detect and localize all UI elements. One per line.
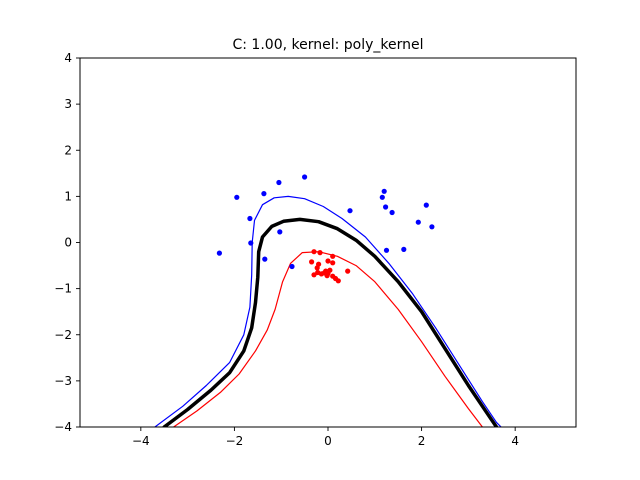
y-tick-label: 3: [64, 97, 72, 111]
red-data-point: [309, 259, 315, 265]
x-tick-label: 0: [324, 434, 332, 448]
blue-data-point: [429, 224, 435, 230]
blue-data-point: [247, 215, 253, 222]
decision-contours: [154, 195, 502, 427]
blue-data-point: [383, 204, 389, 210]
x-tick-label: −2: [226, 434, 244, 448]
y-tick-label: 4: [64, 51, 72, 65]
red-data-point: [321, 270, 327, 276]
y-tick-label: −1: [54, 282, 72, 296]
red-data-point: [311, 272, 317, 278]
y-tick-label: 0: [64, 236, 72, 250]
decision-boundary-line: [162, 217, 499, 427]
blue-data-point: [262, 256, 268, 262]
blue-data-point: [234, 194, 240, 200]
blue-data-point: [302, 174, 308, 180]
upper-margin-line: [154, 195, 502, 427]
x-tick-label: 2: [418, 434, 426, 448]
blue-data-point: [415, 219, 421, 225]
red-data-point: [327, 267, 333, 273]
blue-data-point: [379, 194, 385, 200]
y-tick-label: 1: [64, 189, 72, 203]
x-tick-label: 4: [511, 434, 519, 448]
red-data-point: [330, 260, 336, 266]
axis-ticks: −4 −2 0 2 4 −4 −3 −2 −1 0 1 2 3 4: [54, 51, 519, 448]
blue-data-point: [277, 229, 283, 235]
red-data-point: [314, 265, 320, 271]
blue-data-point: [216, 250, 222, 256]
chart-title: C: 1.00, kernel: poly_kernel: [232, 37, 423, 53]
blue-data-point: [389, 209, 395, 216]
blue-data-point: [423, 202, 429, 208]
x-tick-label: −4: [132, 434, 150, 448]
blue-data-point: [261, 191, 267, 197]
red-data-point: [317, 250, 323, 256]
red-data-point: [311, 249, 317, 255]
lower-margin-line: [173, 251, 483, 427]
y-tick-label: −4: [54, 420, 72, 434]
blue-data-point: [347, 208, 353, 214]
blue-data-point: [289, 263, 295, 270]
y-tick-label: −2: [54, 328, 72, 342]
blue-data-point: [248, 240, 254, 246]
y-tick-label: −3: [54, 374, 72, 388]
red-data-point: [325, 258, 331, 264]
blue-data-point: [383, 247, 390, 253]
red-data-point: [345, 268, 351, 274]
blue-data-point: [381, 188, 387, 194]
data-points: [216, 174, 435, 284]
red-data-point: [330, 253, 336, 259]
red-data-point: [335, 278, 341, 284]
y-tick-label: 2: [64, 143, 72, 157]
blue-data-point: [401, 246, 407, 252]
blue-data-point: [276, 179, 282, 186]
